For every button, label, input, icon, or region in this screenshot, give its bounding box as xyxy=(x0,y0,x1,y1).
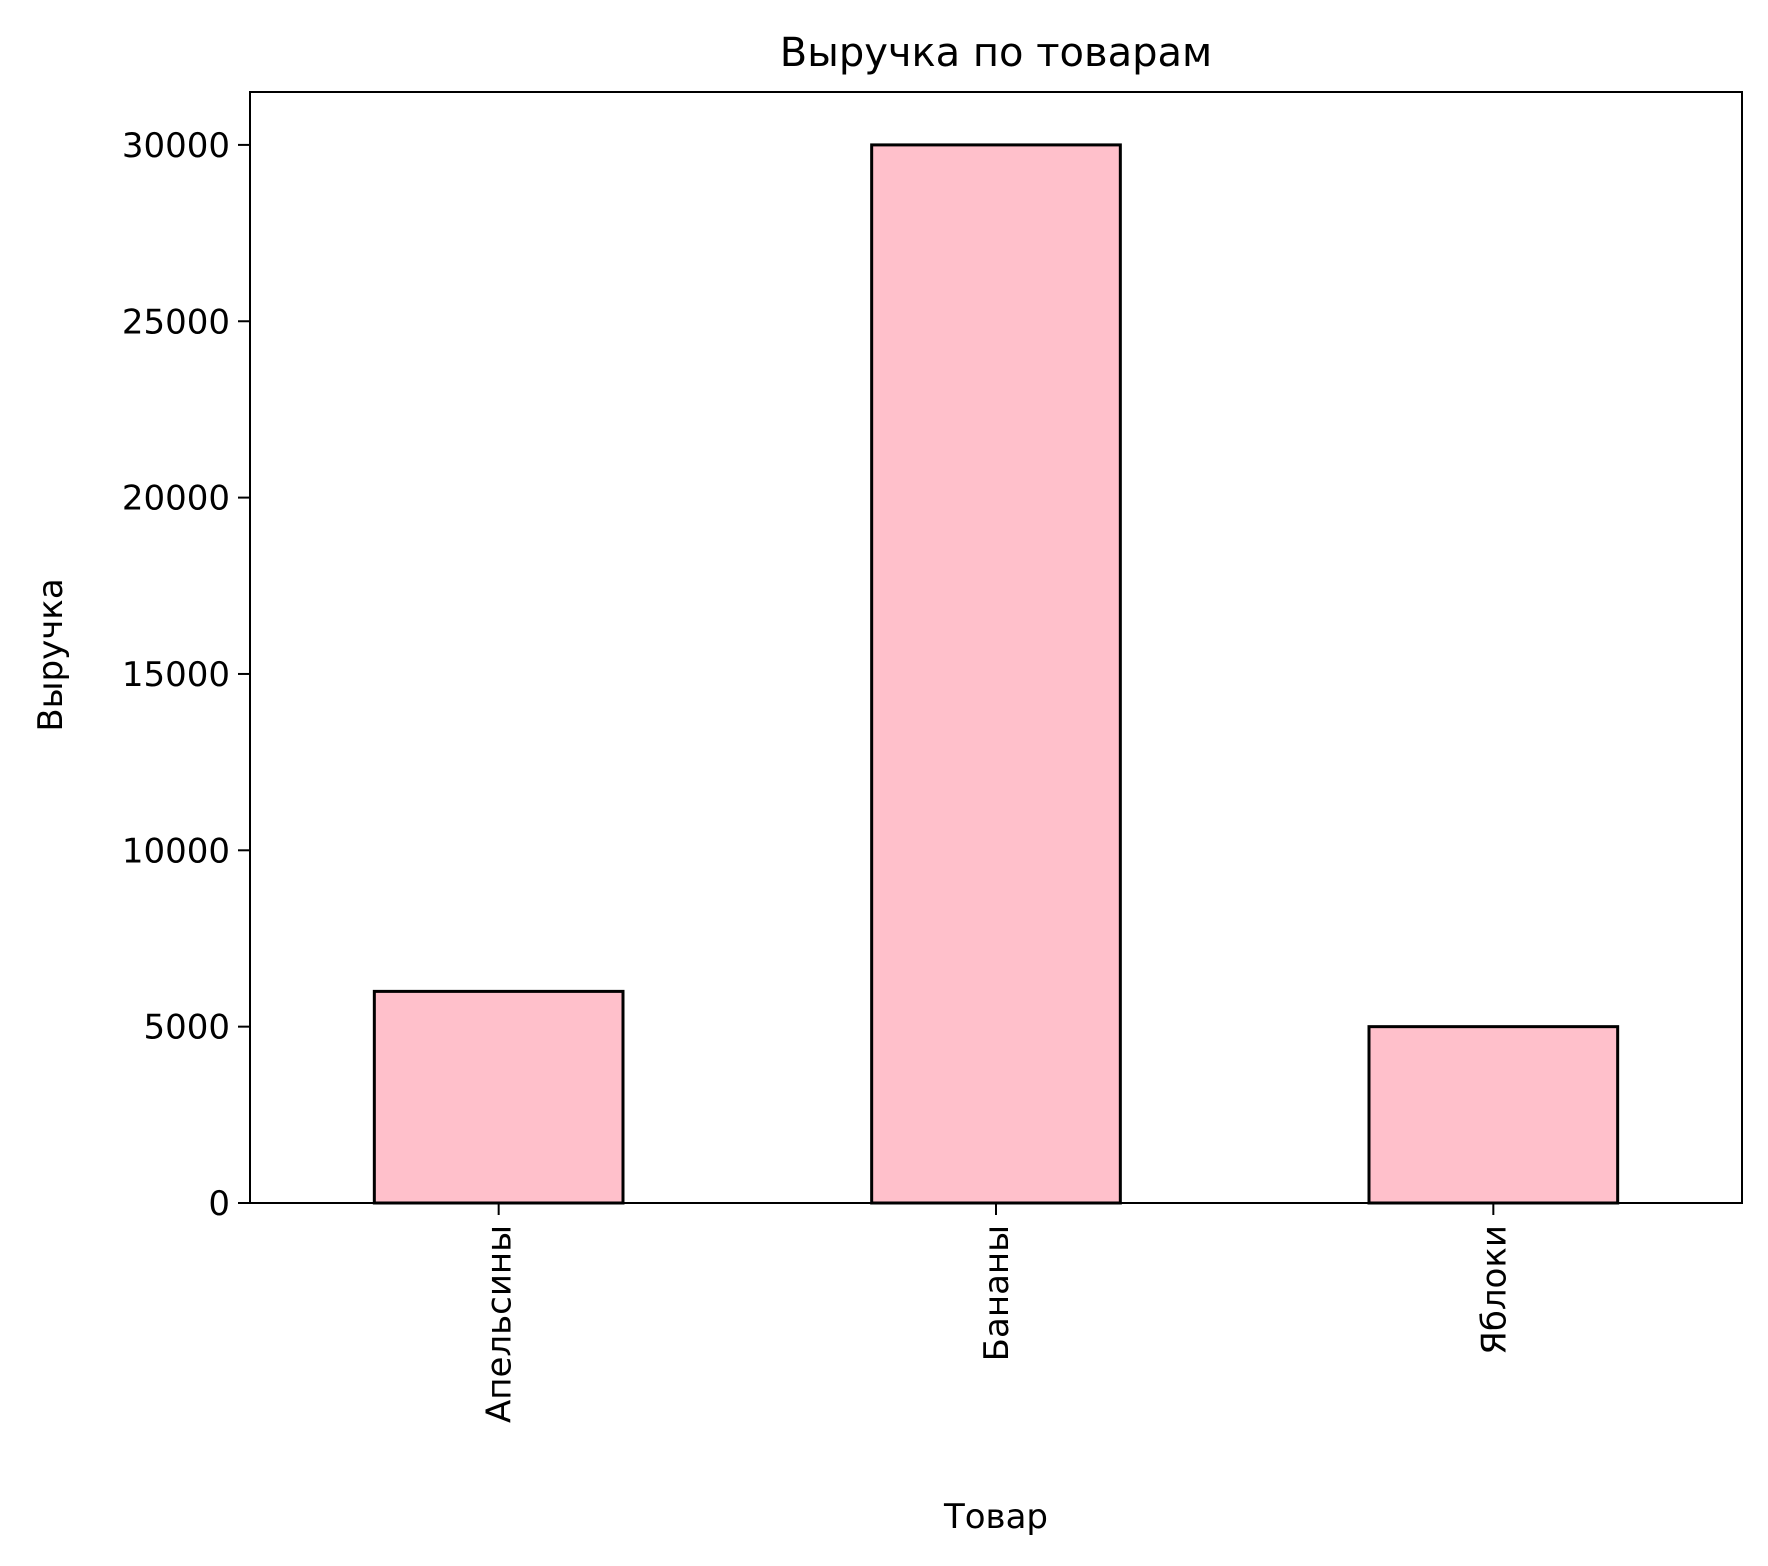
x-tick-label: Апельсины xyxy=(480,1225,520,1423)
chart-title: Выручка по товарам xyxy=(780,30,1212,76)
plot-area: 0 5000 10000 15000 20000 25000 30000 Апельсины Б… xyxy=(122,91,1743,1423)
y-tick-label: 0 xyxy=(208,1184,230,1224)
y-tick-label: 20000 xyxy=(122,479,230,519)
y-tick-label: 5000 xyxy=(143,1008,230,1048)
x-tick-label: Яблоки xyxy=(1474,1225,1514,1355)
bar-1 xyxy=(372,989,625,1205)
bar-2 xyxy=(870,143,1122,1205)
y-tick-label: 30000 xyxy=(122,126,230,166)
y-tick-label: 25000 xyxy=(122,302,230,342)
bar-3 xyxy=(1367,1025,1620,1205)
y-axis-label: Выручка xyxy=(31,578,71,731)
x-tick-label: Бананы xyxy=(977,1225,1017,1361)
y-tick-label: 10000 xyxy=(122,831,230,871)
y-tick-label: 15000 xyxy=(122,655,230,695)
x-axis-label: Товар xyxy=(943,1497,1048,1537)
